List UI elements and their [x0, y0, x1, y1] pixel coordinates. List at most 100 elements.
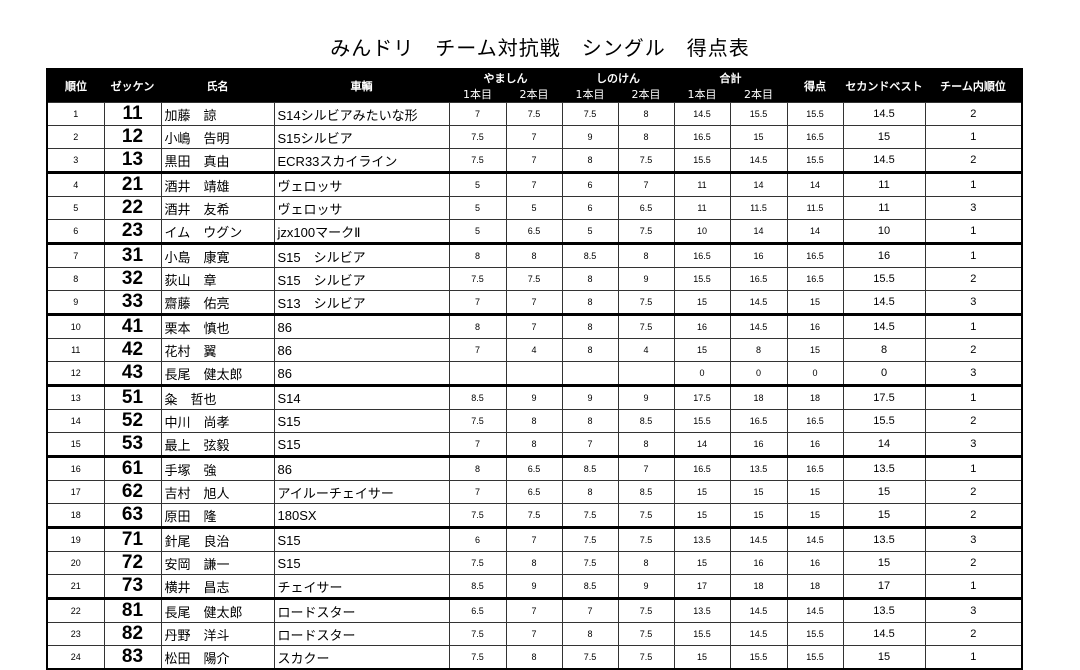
cell-car: jzx100マークⅡ	[273, 219, 450, 245]
cell-t2: 14.5	[729, 622, 788, 646]
cell-second: 14.5	[842, 622, 926, 646]
cell-zekken: 61	[103, 456, 162, 481]
cell-y2: 7	[505, 622, 563, 646]
cell-t2: 16	[729, 432, 788, 458]
cell-score: 14.5	[786, 527, 844, 552]
cell-s1: 8	[561, 338, 619, 362]
cell-zekken: 22	[103, 196, 162, 220]
cell-s2: 9	[617, 385, 675, 410]
cell-zekken: 53	[103, 432, 162, 458]
cell-zekken: 83	[103, 645, 162, 670]
cell-team: 2	[924, 409, 1023, 433]
cell-team: 1	[924, 219, 1023, 245]
cell-y2: 6.5	[505, 480, 563, 504]
cell-car: S15	[273, 551, 450, 575]
cell-zekken: 32	[103, 267, 162, 291]
cell-s1: 6	[561, 196, 619, 220]
cell-t2: 0	[729, 361, 788, 387]
cell-t1: 15	[673, 338, 731, 362]
cell-s2: 7.5	[617, 527, 675, 552]
cell-y1: 5	[448, 196, 507, 220]
cell-y1: 6	[448, 527, 507, 552]
cell-car: 180SX	[273, 503, 450, 529]
cell-second: 8	[842, 338, 926, 362]
cell-s2: 7	[617, 172, 675, 197]
cell-zekken: 13	[103, 148, 162, 174]
cell-team: 2	[924, 148, 1023, 174]
cell-second: 13.5	[842, 598, 926, 623]
header-total-run1: 1本目	[674, 86, 730, 103]
cell-score: 16.5	[786, 267, 844, 291]
cell-t2: 15	[729, 480, 788, 504]
cell-t2: 16.5	[729, 409, 788, 433]
cell-t2: 15.5	[729, 645, 788, 670]
cell-t2: 14.5	[729, 598, 788, 623]
cell-s1: 7.5	[561, 527, 619, 552]
cell-car: 86	[273, 314, 450, 339]
cell-team: 2	[924, 551, 1023, 575]
cell-rank: 5	[46, 196, 105, 220]
cell-y2: 7	[505, 598, 563, 623]
cell-s1: 8.5	[561, 574, 619, 600]
cell-second: 11	[842, 172, 926, 197]
cell-second: 14.5	[842, 290, 926, 316]
header-yamashin-run2: 2本目	[506, 86, 562, 103]
cell-y1: 7	[448, 102, 507, 126]
table-row: 19 71 針尾 良治 S15 6 7 7.5 7.5 13.5 14.5 14.5 13.5 3	[46, 527, 1023, 552]
cell-score: 16.5	[786, 456, 844, 481]
cell-name: 最上 弦毅	[160, 432, 275, 458]
cell-y2: 7	[505, 290, 563, 316]
cell-s2: 7.5	[617, 314, 675, 339]
cell-team: 3	[924, 196, 1023, 220]
cell-car: ロードスター	[273, 598, 450, 623]
cell-s2: 8	[617, 551, 675, 575]
cell-rank: 24	[46, 645, 105, 670]
header-shinoken: しのけん	[562, 69, 674, 86]
table-body: 1 11 加藤 諒 S14シルビアみたいな形 7 7.5 7.5 8 14.5 15.5 15.5 1…	[46, 102, 1023, 670]
header-shinoken-run1: 1本目	[562, 86, 618, 103]
cell-y2: 7.5	[505, 102, 563, 126]
cell-score: 0	[786, 361, 844, 387]
cell-s1: 7	[561, 432, 619, 458]
cell-t1: 16	[673, 314, 731, 339]
cell-team: 2	[924, 102, 1023, 126]
cell-name: 小嶋 告明	[160, 125, 275, 149]
cell-zekken: 73	[103, 574, 162, 600]
cell-s2: 8.5	[617, 480, 675, 504]
cell-name: 中川 尚孝	[160, 409, 275, 433]
cell-s1: 9	[561, 125, 619, 149]
cell-s1: 7.5	[561, 102, 619, 126]
cell-zekken: 51	[103, 385, 162, 410]
cell-second: 14.5	[842, 102, 926, 126]
header-zekken: ゼッケン	[104, 69, 161, 103]
cell-zekken: 82	[103, 622, 162, 646]
cell-t2: 13.5	[729, 456, 788, 481]
cell-name: 粂 哲也	[160, 385, 275, 410]
cell-second: 15.5	[842, 267, 926, 291]
cell-s2: 7.5	[617, 290, 675, 316]
cell-rank: 8	[46, 267, 105, 291]
cell-name: 酒井 靖雄	[160, 172, 275, 197]
page-title: みんドリ チーム対抗戦 シングル 得点表	[330, 36, 750, 60]
cell-second: 11	[842, 196, 926, 220]
cell-name: 齋藤 佑亮	[160, 290, 275, 316]
cell-zekken: 11	[103, 102, 162, 126]
cell-t1: 14.5	[673, 102, 731, 126]
table-row: 20 72 安岡 謙一 S15 7.5 8 7.5 8 15 16 16 15 2	[46, 551, 1023, 575]
header-score: 得点	[787, 69, 843, 103]
cell-score: 16	[786, 551, 844, 575]
cell-s1: 5	[561, 219, 619, 245]
cell-y2: 7	[505, 125, 563, 149]
cell-t2: 11.5	[729, 196, 788, 220]
cell-zekken: 72	[103, 551, 162, 575]
cell-t2: 14	[729, 219, 788, 245]
cell-car: 86	[273, 338, 450, 362]
cell-rank: 6	[46, 219, 105, 245]
cell-zekken: 42	[103, 338, 162, 362]
cell-score: 14.5	[786, 598, 844, 623]
cell-t1: 15.5	[673, 409, 731, 433]
cell-rank: 23	[46, 622, 105, 646]
table-row: 4 21 酒井 靖雄 ヴェロッサ 5 7 6 7 11 14 14 11 1	[46, 172, 1023, 197]
cell-team: 1	[924, 645, 1023, 670]
cell-s1: 8.5	[561, 456, 619, 481]
